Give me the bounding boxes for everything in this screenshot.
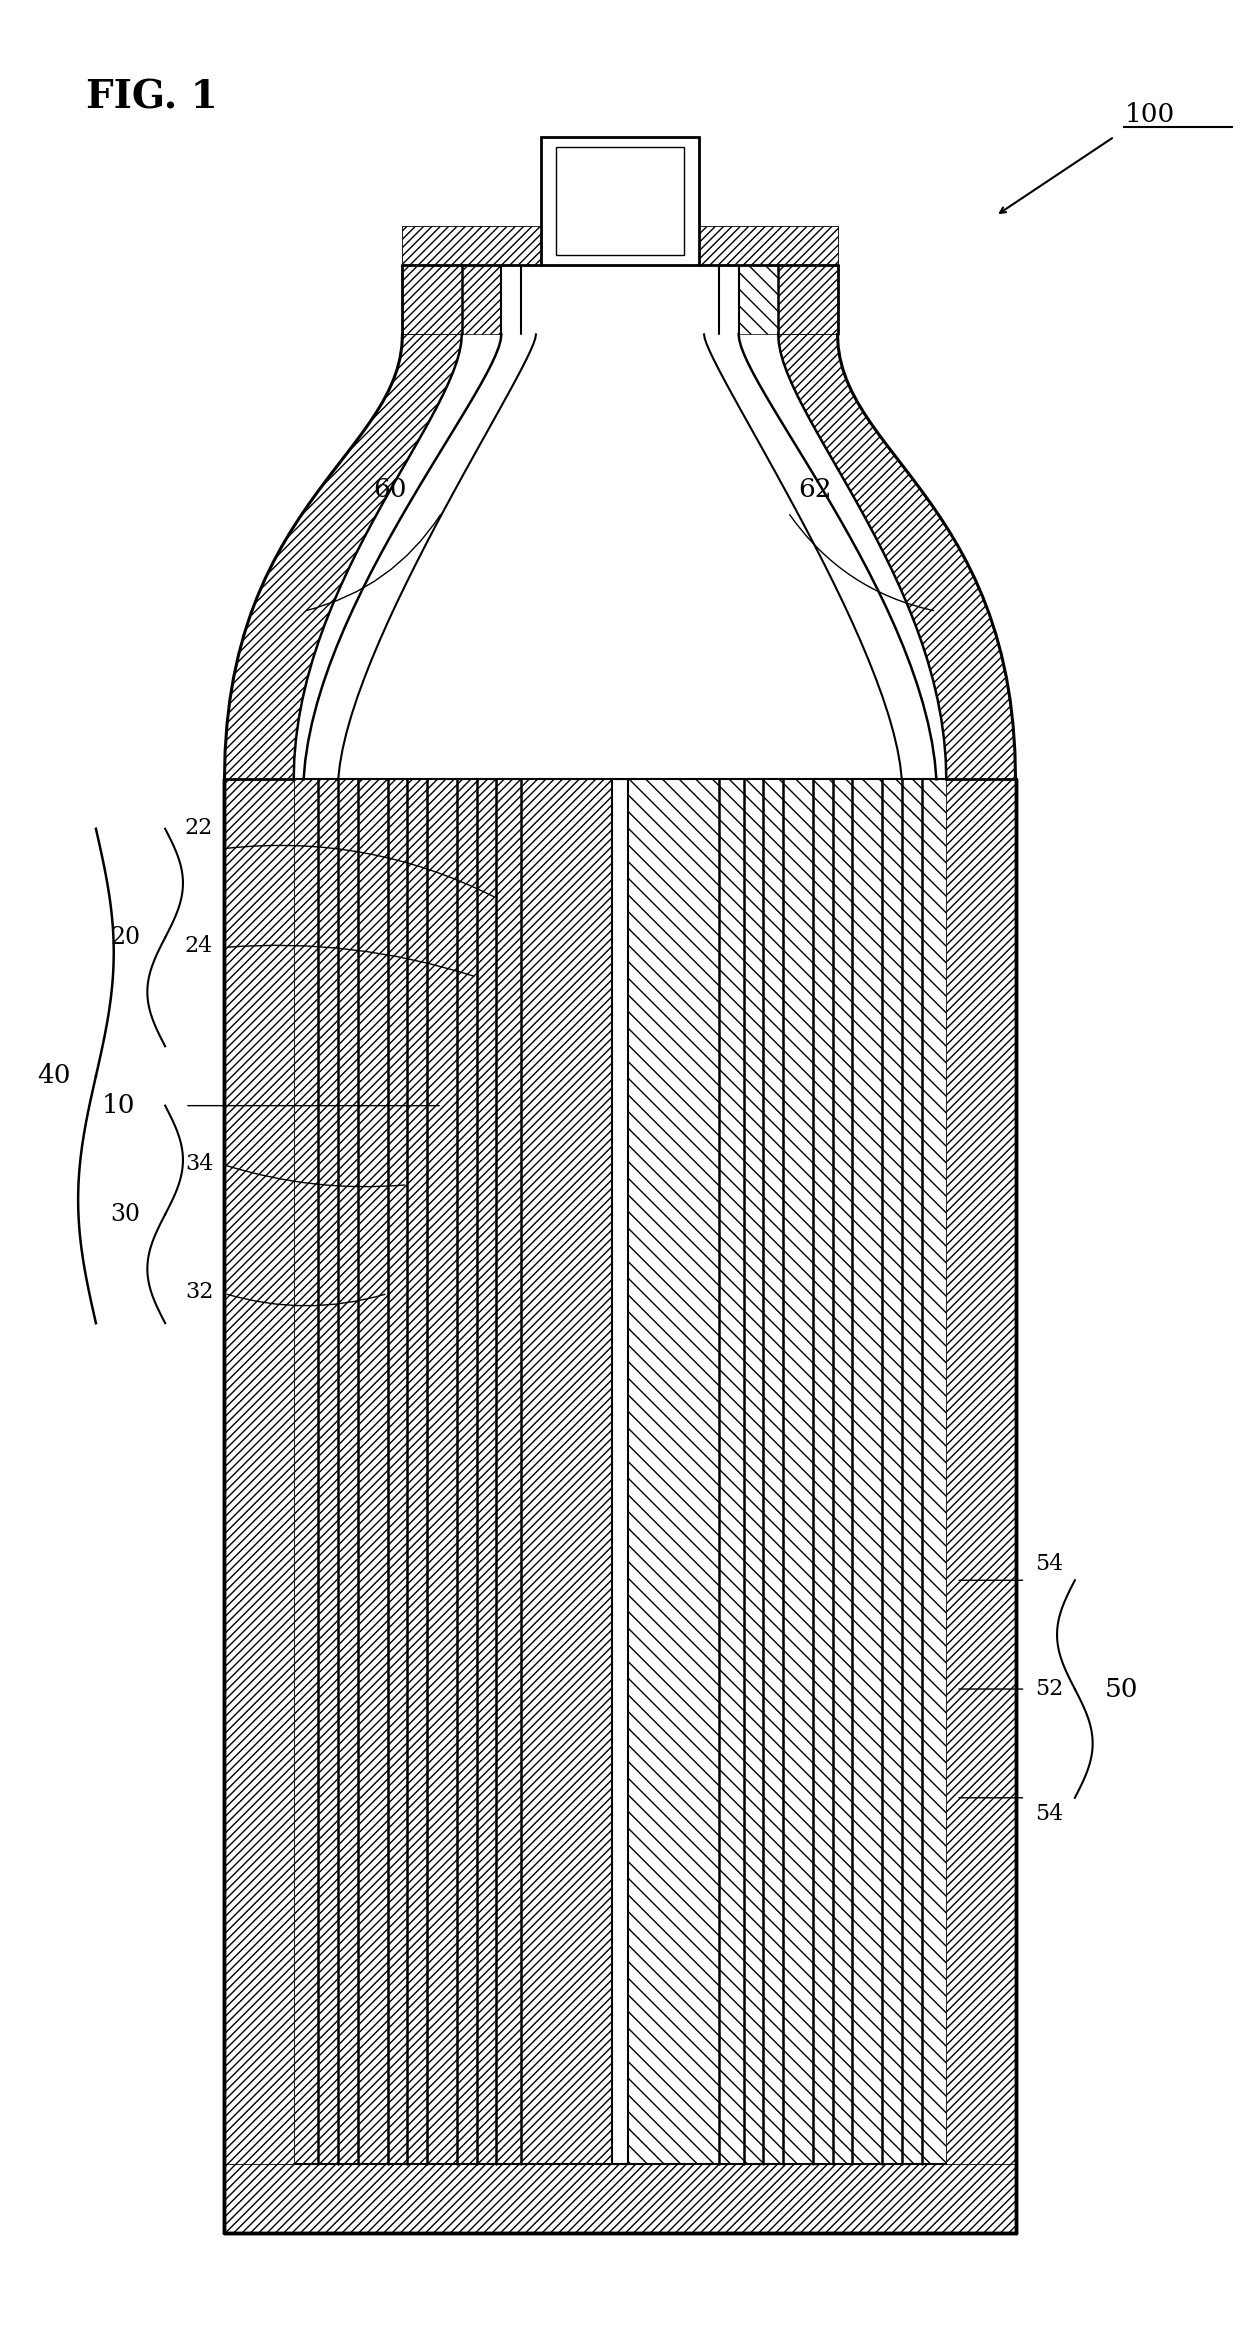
Text: 10: 10 (102, 1093, 135, 1118)
Polygon shape (613, 779, 627, 2165)
Polygon shape (946, 779, 1016, 2232)
Polygon shape (294, 779, 620, 2165)
Polygon shape (403, 265, 461, 335)
Bar (541, 137, 699, 265)
Bar (556, 146, 684, 256)
Text: 54: 54 (1035, 1553, 1064, 1576)
Polygon shape (620, 779, 946, 2165)
Text: 20: 20 (110, 925, 140, 949)
Text: 60: 60 (373, 477, 407, 502)
Polygon shape (779, 335, 1016, 779)
Text: 52: 52 (1035, 1679, 1064, 1700)
Text: FIG. 1: FIG. 1 (86, 79, 218, 116)
Text: 40: 40 (37, 1063, 71, 1088)
Text: 62: 62 (799, 477, 832, 502)
Polygon shape (739, 265, 779, 335)
Text: 100: 100 (1125, 102, 1174, 128)
Polygon shape (224, 779, 294, 2232)
Text: 50: 50 (1105, 1676, 1138, 1702)
Polygon shape (224, 335, 461, 779)
Polygon shape (699, 226, 837, 265)
Text: 24: 24 (185, 935, 213, 958)
Polygon shape (779, 265, 837, 335)
Polygon shape (461, 265, 779, 335)
Polygon shape (224, 2165, 1016, 2232)
Polygon shape (304, 265, 936, 779)
Text: 34: 34 (185, 1153, 213, 1174)
Text: 32: 32 (185, 1281, 213, 1304)
Polygon shape (461, 265, 501, 335)
Polygon shape (403, 226, 541, 265)
Text: 30: 30 (110, 1202, 140, 1225)
Text: 54: 54 (1035, 1802, 1064, 1825)
Text: 22: 22 (185, 816, 213, 839)
